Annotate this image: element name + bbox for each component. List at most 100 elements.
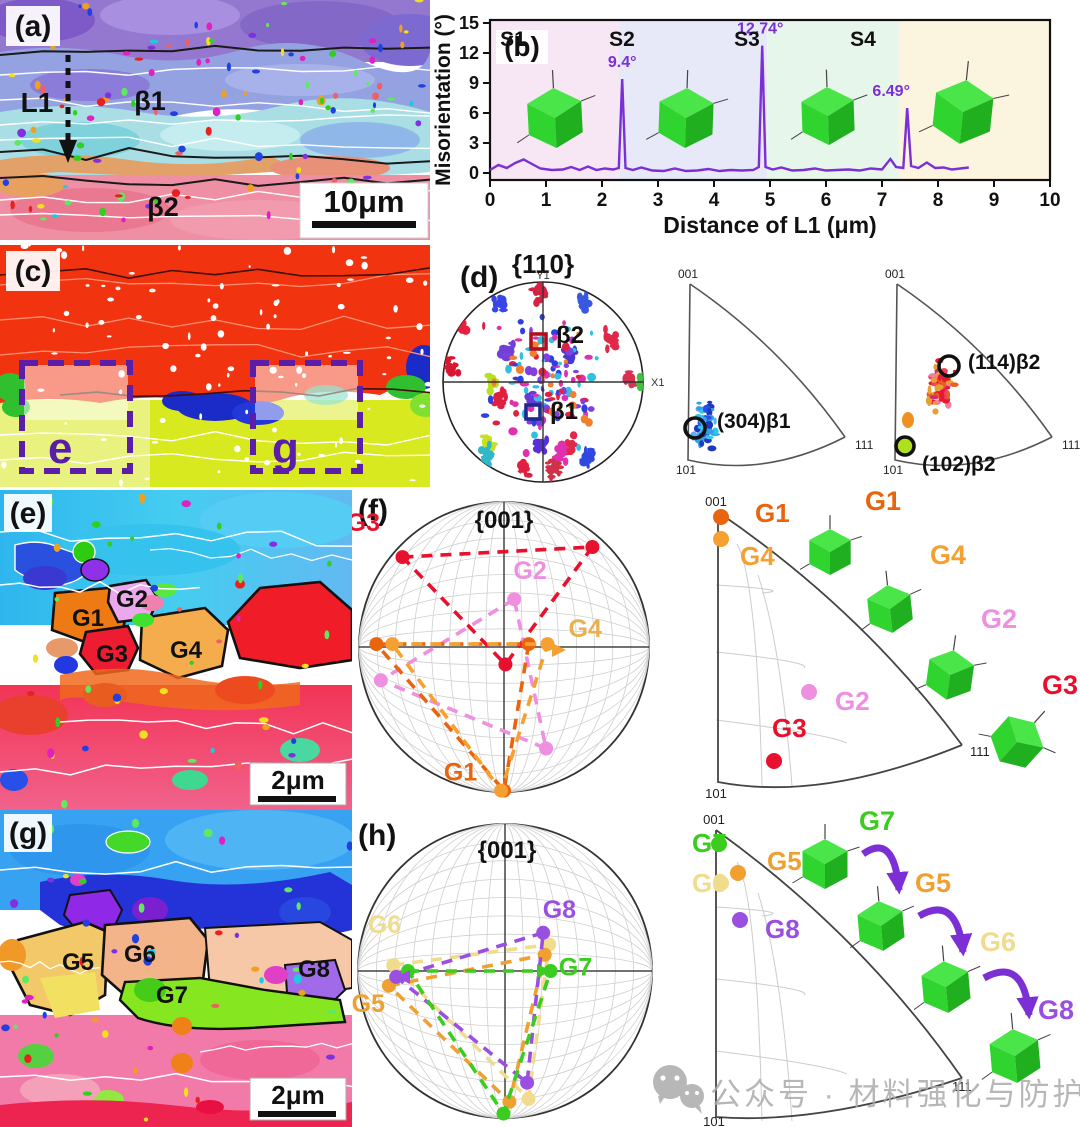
pole-density-blob	[585, 418, 593, 427]
roi-g-label: g	[272, 424, 299, 473]
peak-label: 12.74°	[737, 21, 783, 38]
ipf-f-111-label: 111	[970, 744, 990, 759]
precipitate-speckle	[328, 354, 332, 358]
precipitate-speckle	[386, 356, 392, 360]
y-tick-9: 9	[469, 73, 479, 93]
pole-density-blob	[547, 474, 556, 479]
precipitate-speckle	[219, 836, 226, 845]
polygon-shape	[555, 101, 583, 148]
line-shape	[713, 98, 729, 104]
pole-density-blob	[556, 389, 560, 396]
line-shape	[918, 125, 933, 133]
precipitate-speckle	[305, 351, 309, 356]
pole-density-blob	[528, 287, 537, 292]
pole-density-blob	[487, 395, 494, 404]
precipitate-speckle	[216, 639, 223, 644]
precipitate-speckle	[14, 140, 22, 146]
pole-density-blob	[558, 361, 562, 366]
pole-density-blob	[575, 374, 582, 379]
precipitate-speckle	[61, 799, 68, 809]
precipitate-speckle	[143, 1117, 149, 1122]
scale-bar-a: 10μm	[299, 182, 429, 239]
grain-boundary-line	[0, 114, 431, 126]
precipitate-speckle	[298, 99, 304, 106]
panel-d-pole-figures: (d) {110} Y1 X1 β2 β1 001 101 111 (304)β…	[430, 245, 1080, 487]
precipitate-speckle	[144, 477, 150, 481]
polygon-shape	[801, 87, 854, 116]
pole-density-blob	[533, 393, 540, 397]
precipitate-speckle	[416, 323, 423, 331]
ipf-label-G1: G1	[755, 498, 790, 528]
ipf-point-G5	[730, 865, 746, 881]
304-beta1-annotation: (304)β1	[717, 410, 791, 433]
pole-density-blob	[609, 344, 617, 348]
precipitate-speckle	[251, 69, 261, 74]
pole-density-blob	[505, 364, 512, 374]
polygon-shape	[990, 716, 1017, 762]
pole-density-blob	[707, 407, 712, 415]
precipitate-speckle	[154, 108, 158, 116]
precipitate-speckle	[62, 185, 68, 189]
precipitate-speckle	[147, 45, 156, 50]
precipitate-speckle	[176, 607, 183, 612]
precipitate-speckle	[288, 52, 294, 57]
ipf-label-G2: G2	[835, 686, 870, 716]
beta2-marker	[529, 332, 548, 351]
precipitate-speckle	[135, 315, 142, 320]
panel-c-label: (c)	[15, 255, 52, 288]
pole-density-blob	[458, 316, 462, 321]
pole-density-blob	[480, 413, 490, 418]
x-tick-4: 4	[709, 190, 720, 211]
y-tick-15: 15	[459, 13, 479, 33]
line-shape	[551, 70, 555, 89]
pole-point-G7	[496, 1106, 511, 1121]
ipf-label-G7: G7	[692, 828, 727, 858]
precipitate-speckle	[387, 97, 396, 101]
ipf-f: 001 101 111 G1 G4 G2 G3	[705, 494, 990, 801]
pole-density-blob	[557, 440, 567, 450]
precipitate-speckle	[72, 110, 78, 116]
line-shape	[790, 131, 803, 140]
precipitate-speckle	[170, 365, 177, 373]
precipitate-speckle	[194, 21, 198, 29]
pole-point-G6	[521, 1091, 536, 1106]
precipitate-speckle	[131, 99, 136, 108]
precipitate-speckle	[293, 974, 302, 984]
pole-density-blob	[517, 469, 525, 473]
grain-boundary-line	[0, 147, 431, 165]
polygon-shape	[936, 80, 994, 112]
pole-density-blob	[491, 401, 499, 407]
ipf-h-001-label: 001	[703, 812, 725, 827]
pole-density-blob	[569, 391, 577, 399]
precipitate-speckle	[181, 500, 191, 508]
precipitate-speckle	[162, 342, 169, 350]
precipitate-speckle	[382, 373, 387, 376]
x-tick-10: 10	[1039, 190, 1060, 211]
pole-density-blob	[484, 446, 490, 454]
pole-density-blob	[577, 381, 581, 388]
precipitate-speckle	[291, 738, 297, 744]
precipitate-speckle	[85, 284, 90, 287]
pole-label-G2: G2	[513, 557, 546, 585]
panel-f-pole-figure: (f) {001} G3 G2 G4 G1 001 101 111 G1 G4 G2 G3 …	[347, 486, 1080, 810]
precipitate-speckle	[296, 167, 302, 174]
precipitate-speckle	[272, 427, 277, 433]
pole-density-blob	[928, 373, 937, 378]
precipitate-speckle	[266, 323, 270, 330]
pole-label-G3: G3	[352, 509, 380, 537]
cube-label-G2: G2	[981, 604, 1017, 634]
precipitate-speckle	[336, 282, 341, 288]
pole-density-blob	[563, 359, 568, 365]
precipitate-speckle	[281, 1, 288, 6]
precipitate-speckle	[418, 84, 426, 88]
precipitate-speckle	[151, 440, 159, 444]
g2-label: G2	[116, 586, 148, 613]
pole-point-G3	[585, 540, 600, 554]
precipitate-speckle	[283, 246, 292, 255]
polygon-shape	[828, 100, 855, 145]
precipitate-speckle	[24, 994, 34, 1001]
precipitate-speckle	[360, 256, 368, 259]
grain-boundary-line	[199, 1042, 353, 1053]
section-label-S3: S3	[734, 28, 760, 51]
